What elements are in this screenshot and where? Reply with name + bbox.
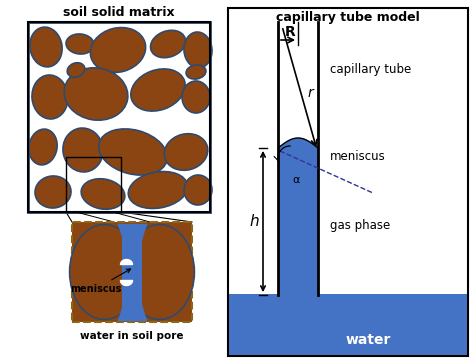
Ellipse shape xyxy=(151,30,185,58)
Text: meniscus: meniscus xyxy=(70,269,130,294)
Ellipse shape xyxy=(66,34,94,54)
Text: water: water xyxy=(346,333,391,347)
Text: soil solid matrix: soil solid matrix xyxy=(63,5,175,19)
Text: α: α xyxy=(292,175,300,185)
Text: water in soil pore: water in soil pore xyxy=(80,331,184,341)
Bar xyxy=(66,157,121,212)
Ellipse shape xyxy=(63,128,103,172)
Text: R: R xyxy=(284,25,295,39)
Ellipse shape xyxy=(70,225,139,320)
Text: h: h xyxy=(249,214,259,229)
Bar xyxy=(28,22,210,212)
Ellipse shape xyxy=(99,129,167,175)
Text: capillary tube model: capillary tube model xyxy=(276,12,420,24)
Ellipse shape xyxy=(184,32,212,68)
Bar xyxy=(28,22,210,212)
Ellipse shape xyxy=(67,63,85,77)
Bar xyxy=(228,8,468,356)
Ellipse shape xyxy=(30,27,62,67)
Ellipse shape xyxy=(81,179,125,209)
Bar xyxy=(28,22,210,212)
Ellipse shape xyxy=(32,75,68,119)
Ellipse shape xyxy=(182,81,210,113)
Ellipse shape xyxy=(186,65,206,79)
Bar xyxy=(278,148,318,295)
Ellipse shape xyxy=(128,171,188,209)
Text: capillary tube: capillary tube xyxy=(330,63,411,76)
Ellipse shape xyxy=(184,175,212,205)
Text: meniscus: meniscus xyxy=(330,150,386,162)
Ellipse shape xyxy=(164,134,208,170)
Text: r: r xyxy=(308,86,313,100)
Bar xyxy=(229,294,467,355)
Ellipse shape xyxy=(125,225,194,320)
Ellipse shape xyxy=(29,129,57,165)
Ellipse shape xyxy=(64,68,128,120)
Bar xyxy=(122,224,142,320)
Ellipse shape xyxy=(35,176,71,208)
Ellipse shape xyxy=(131,69,185,111)
Ellipse shape xyxy=(91,28,146,72)
Bar xyxy=(72,222,192,322)
Text: gas phase: gas phase xyxy=(330,218,390,232)
